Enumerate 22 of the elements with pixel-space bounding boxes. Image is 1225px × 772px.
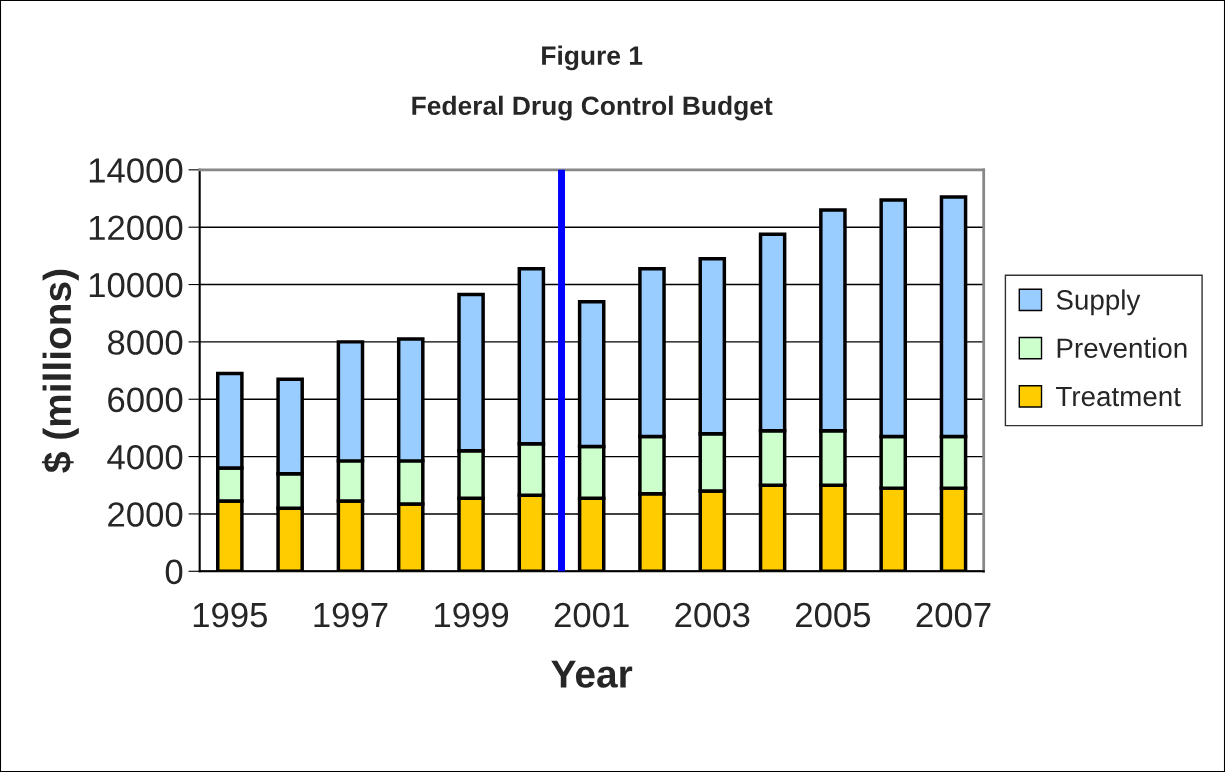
x-tick-label: 1999 (435, 602, 509, 628)
x-tick-label: 2005 (796, 602, 871, 628)
y-tick-label: 0 (165, 559, 183, 585)
y-tick-label: 8000 (107, 330, 183, 355)
legend-label: Treatment (1056, 386, 1181, 407)
chart-subtitle: Federal Drug Control Budget (412, 95, 773, 121)
y-tick-label: 14000 (89, 158, 183, 183)
y-axis-title: $ (millions) (41, 269, 79, 473)
chart-title: Figure 1 (542, 45, 643, 71)
y-tick-label: 2000 (108, 502, 183, 527)
y-tick-label: 12000 (89, 215, 183, 241)
y-tick-label: 6000 (108, 387, 183, 413)
y-tick-label: 4000 (107, 444, 183, 470)
legend-label: Prevention (1057, 337, 1187, 359)
legend-label: Supply (1056, 289, 1141, 316)
x-tick-label: 2007 (916, 602, 991, 628)
x-axis-title: Year (551, 660, 633, 688)
x-tick-label: 2001 (554, 602, 629, 628)
y-tick-label: 10000 (89, 272, 183, 298)
x-tick-label: 1995 (193, 602, 267, 628)
x-tick-label: 2003 (675, 602, 750, 628)
x-tick-label: 1997 (314, 602, 388, 628)
